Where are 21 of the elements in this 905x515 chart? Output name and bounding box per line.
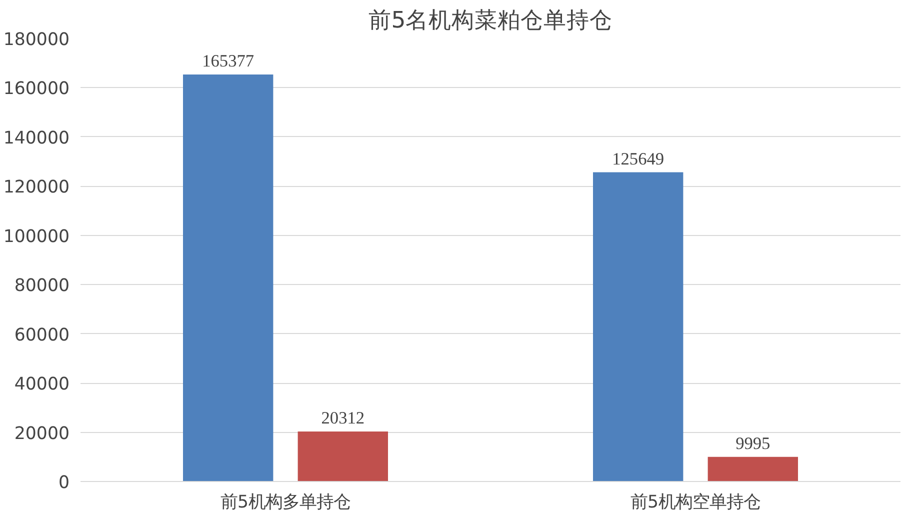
x-tick-label: 前5机构多单持仓 [220, 492, 351, 512]
bar [593, 172, 684, 482]
chart-title: 前5名机构菜粕仓单持仓 [368, 8, 613, 34]
y-tick-label: 160000 [3, 79, 70, 100]
y-tick-label: 0 [58, 473, 70, 493]
x-tick-label: 前5机构空单持仓 [630, 492, 761, 512]
y-tick-label: 180000 [3, 30, 70, 50]
y-tick-label: 40000 [14, 374, 70, 395]
y-tick-label: 140000 [3, 128, 70, 148]
y-tick-label: 60000 [14, 325, 70, 346]
bar [298, 432, 388, 482]
data-label: 165377 [202, 51, 254, 70]
data-label: 20312 [321, 408, 365, 428]
data-label: 9995 [736, 434, 770, 453]
bar [183, 74, 274, 482]
y-tick-label: 100000 [3, 226, 70, 247]
bar [708, 456, 798, 482]
data-label: 125649 [612, 149, 664, 168]
y-tick-label: 120000 [3, 178, 70, 198]
y-tick-label: 20000 [14, 424, 70, 444]
y-tick-label: 80000 [14, 276, 70, 296]
